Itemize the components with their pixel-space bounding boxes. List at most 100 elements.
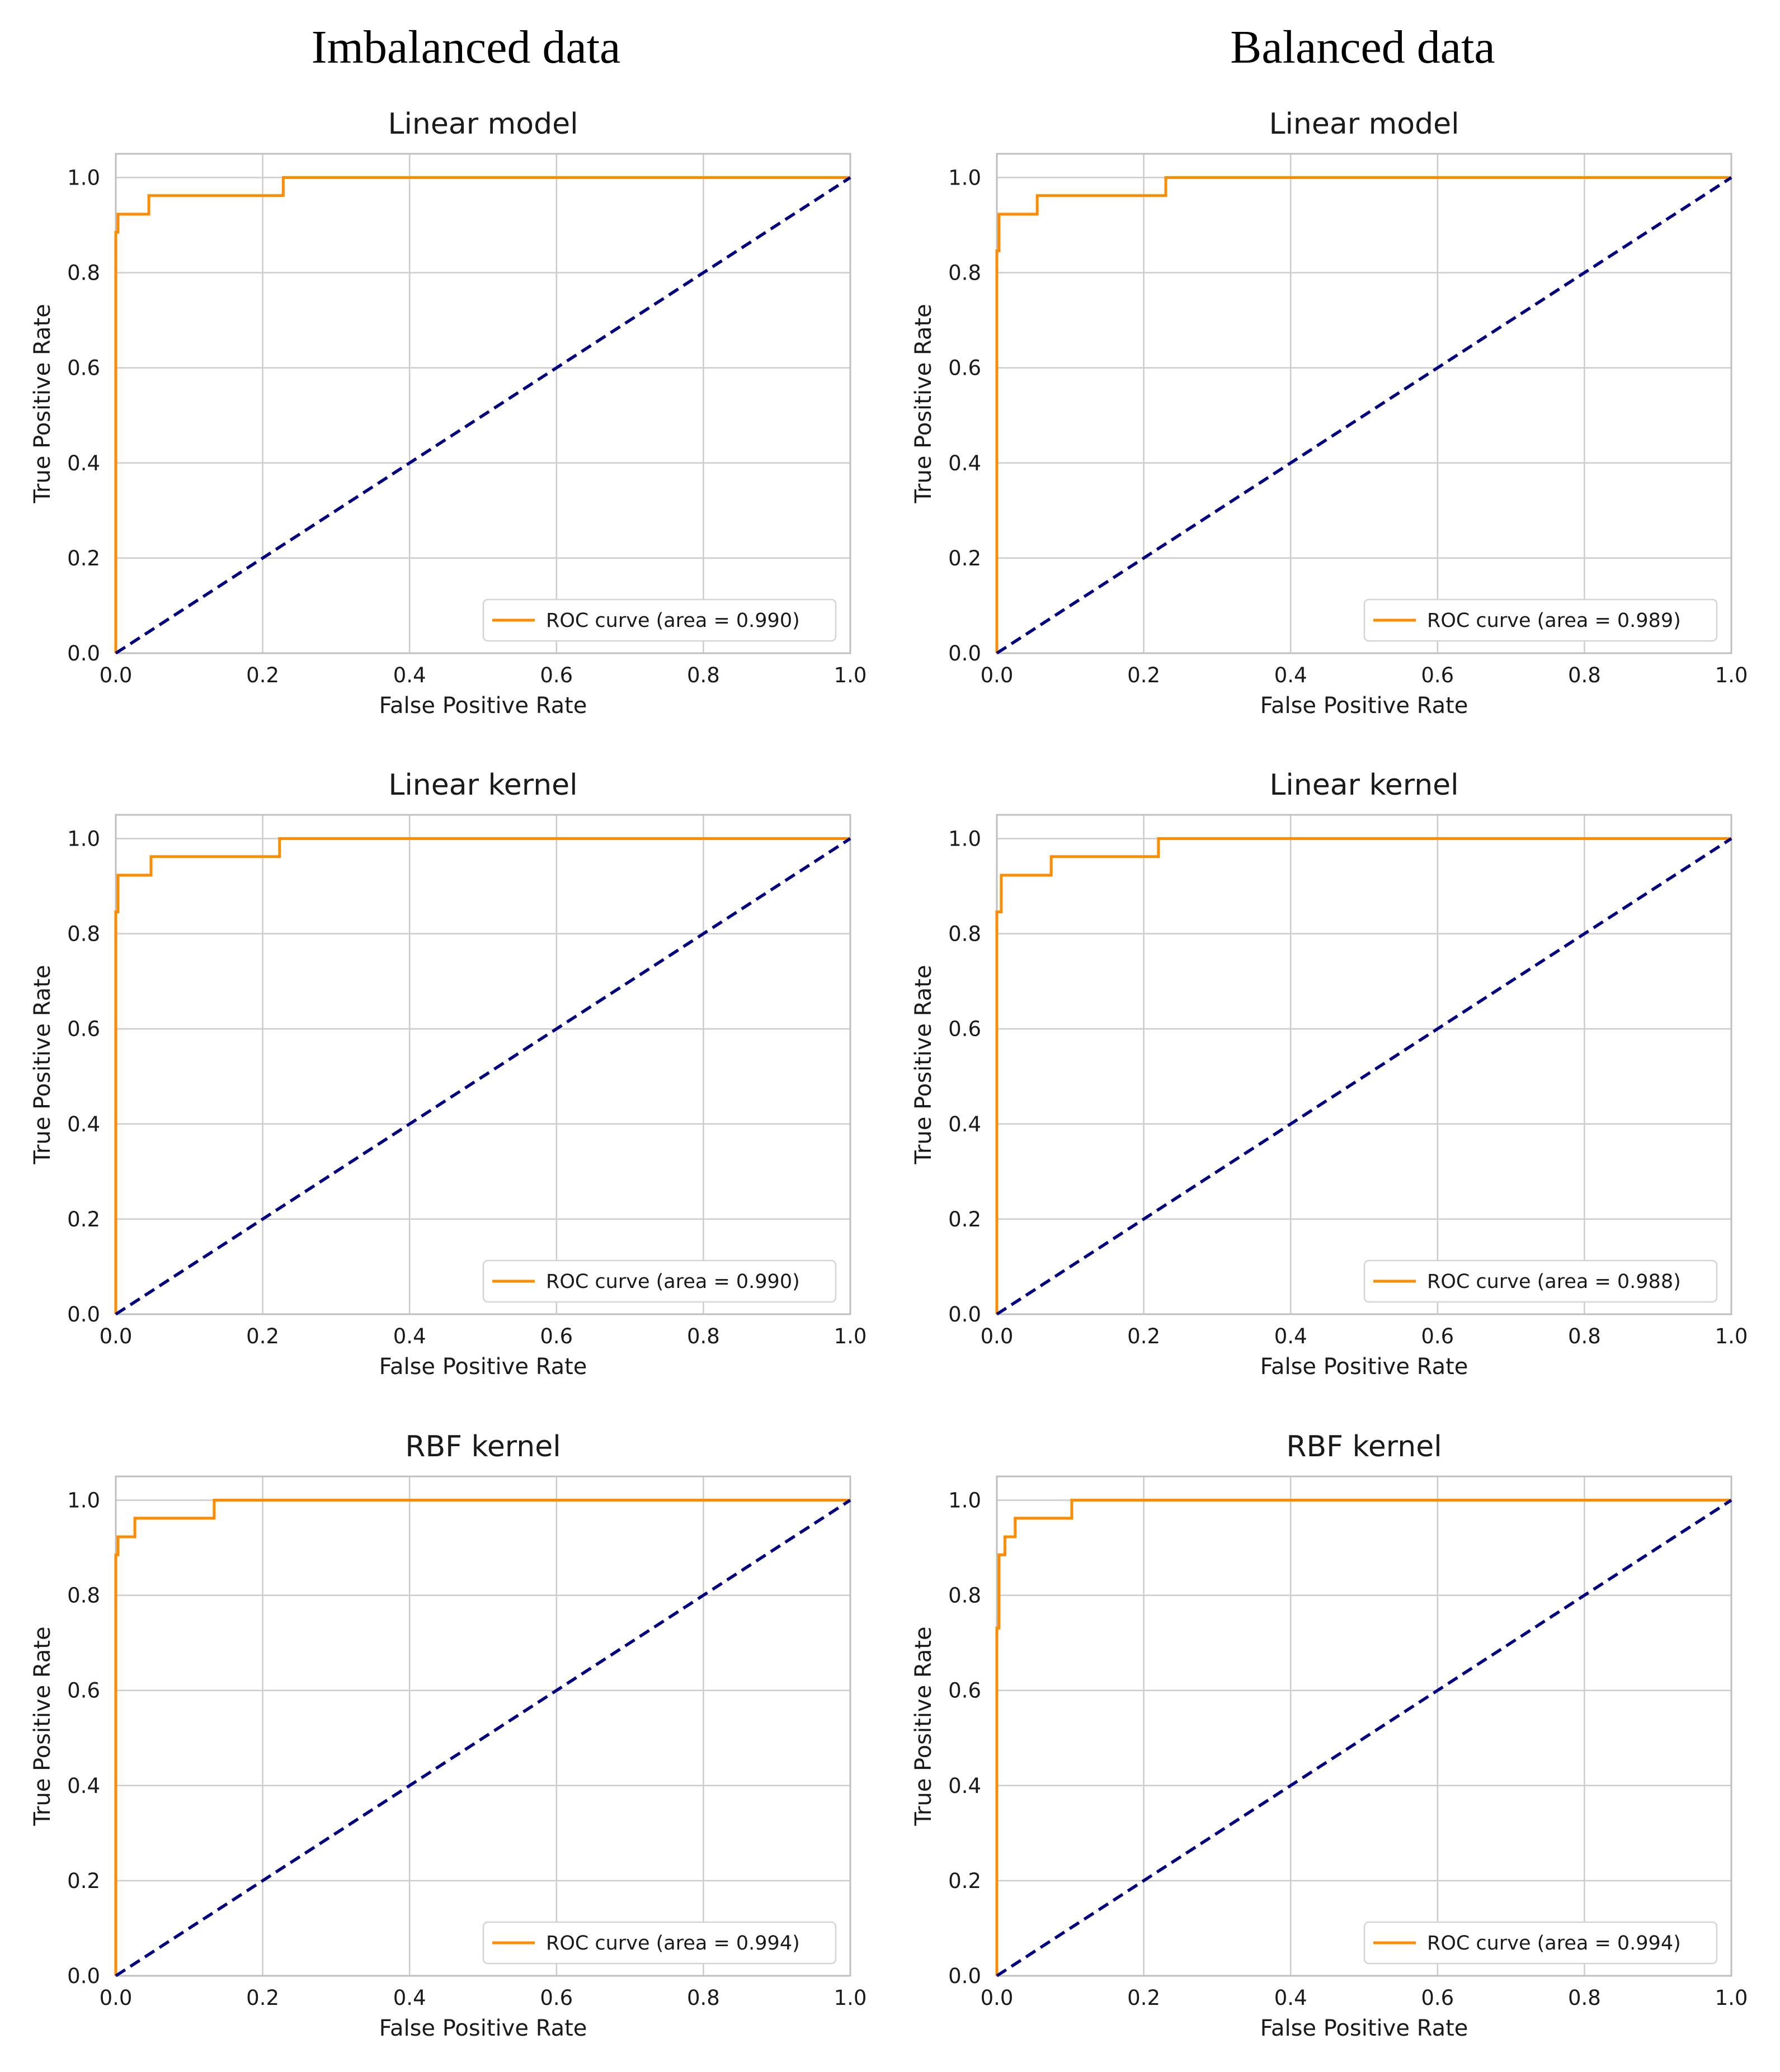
legend-label: ROC curve (area = 0.994) — [1427, 1932, 1681, 1955]
x-axis-label: False Positive Rate — [379, 1354, 587, 1380]
x-tick-label: 0.2 — [1127, 1986, 1160, 2010]
x-tick-label: 0.0 — [100, 663, 133, 687]
x-tick-label: 0.4 — [393, 1324, 426, 1348]
legend: ROC curve (area = 0.989) — [1363, 598, 1718, 642]
y-tick-label: 0.4 — [948, 1112, 981, 1136]
y-tick-label: 0.8 — [948, 922, 981, 946]
roc-curve — [995, 176, 1731, 653]
legend-label: ROC curve (area = 0.988) — [1427, 1271, 1681, 1293]
y-tick-label: 0.6 — [67, 356, 100, 380]
y-axis-label: True Positive Rate — [30, 965, 55, 1164]
legend-box — [1363, 598, 1718, 642]
legend: ROC curve (area = 0.994) — [482, 1921, 837, 1965]
chance-line — [115, 176, 851, 655]
axes-frame — [115, 814, 851, 1315]
y-axis-label: True Positive Rate — [911, 965, 936, 1164]
x-tick-label: 0.0 — [981, 1324, 1014, 1348]
y-tick-label: 1.0 — [67, 166, 100, 190]
x-tick-label: 1.0 — [834, 663, 867, 687]
x-tick-label: 0.0 — [100, 1986, 133, 2010]
axes-frame — [996, 153, 1732, 654]
roc-curve — [995, 1499, 1731, 1976]
x-axis-label: False Positive Rate — [1260, 693, 1468, 719]
x-tick-label: 0.6 — [540, 1324, 573, 1348]
x-tick-label: 0.4 — [393, 663, 426, 687]
legend: ROC curve (area = 0.988) — [1363, 1259, 1718, 1303]
y-tick-label: 0.8 — [948, 261, 981, 285]
panel-title: RBF kernel — [405, 1430, 561, 1464]
y-tick-label: 0.4 — [67, 1774, 100, 1798]
y-tick-label: 1.0 — [948, 827, 981, 851]
roc-panel: RBF kernel 0.0 0.2 0.4 0.6 0.8 1.0 0.0 0.2 0.4 0.6… — [911, 1430, 1748, 2041]
y-tick-label: 0.6 — [948, 1017, 981, 1041]
x-tick-label: 0.4 — [393, 1986, 426, 2010]
panel-title: Linear kernel — [1269, 768, 1458, 802]
y-tick-label: 0.8 — [67, 1584, 100, 1608]
chance-line — [996, 176, 1732, 655]
y-tick-label: 0.6 — [67, 1679, 100, 1703]
y-axis-label: True Positive Rate — [30, 304, 55, 503]
y-tick-label: 0.0 — [948, 641, 981, 666]
panel-title: Linear model — [1269, 107, 1459, 141]
y-tick-label: 0.4 — [67, 1112, 100, 1136]
y-tick-label: 0.0 — [67, 1964, 100, 1988]
x-tick-label: 1.0 — [1715, 663, 1748, 687]
x-axis-label: False Positive Rate — [1260, 1354, 1468, 1380]
x-tick-label: 0.2 — [246, 1986, 279, 2010]
x-tick-label: 0.6 — [540, 1986, 573, 2010]
x-axis-label: False Positive Rate — [379, 693, 587, 719]
chance-line — [996, 1499, 1732, 1977]
panel-title: Linear kernel — [388, 768, 577, 802]
x-tick-label: 0.8 — [687, 1324, 720, 1348]
legend: ROC curve (area = 0.990) — [482, 598, 837, 642]
roc-panel: Linear kernel 0.0 0.2 0.4 0.6 0.8 1.0 0.0 0.2 0.4… — [911, 768, 1748, 1380]
y-tick-label: 0.8 — [948, 1584, 981, 1608]
legend-label: ROC curve (area = 0.994) — [546, 1932, 800, 1955]
y-tick-label: 0.2 — [67, 1207, 100, 1231]
y-tick-label: 0.8 — [67, 261, 100, 285]
legend-label: ROC curve (area = 0.989) — [1427, 610, 1681, 632]
chance-line — [115, 837, 851, 1316]
y-tick-label: 0.2 — [948, 1869, 981, 1893]
axes-frame — [115, 1475, 851, 1977]
y-tick-label: 0.2 — [67, 546, 100, 570]
chance-line — [115, 1499, 851, 1977]
legend-box — [1363, 1921, 1718, 1965]
x-axis-label: False Positive Rate — [1260, 2016, 1468, 2041]
y-tick-label: 0.6 — [948, 356, 981, 380]
panel-title: RBF kernel — [1286, 1430, 1442, 1464]
panel-title: Linear model — [388, 107, 578, 141]
x-tick-label: 0.8 — [687, 1986, 720, 2010]
y-tick-label: 0.6 — [948, 1679, 981, 1703]
y-tick-label: 0.4 — [948, 1774, 981, 1798]
y-tick-label: 1.0 — [67, 1489, 100, 1513]
legend: ROC curve (area = 0.994) — [1363, 1921, 1718, 1965]
legend-label: ROC curve (area = 0.990) — [546, 1271, 800, 1293]
y-tick-label: 0.4 — [67, 451, 100, 475]
x-tick-label: 0.8 — [1568, 1986, 1601, 2010]
roc-curve — [114, 176, 850, 653]
roc-panel: Linear model 0.0 0.2 0.4 0.6 0.8 1.0 0.0 0.2 0.4 0… — [911, 107, 1748, 719]
axes-frame — [996, 1475, 1732, 1977]
y-tick-label: 0.4 — [948, 451, 981, 475]
x-tick-label: 0.4 — [1274, 663, 1307, 687]
legend-box — [1363, 1259, 1718, 1303]
x-tick-label: 0.2 — [246, 1324, 279, 1348]
axes-frame — [115, 153, 851, 654]
legend-box — [482, 598, 837, 642]
x-tick-label: 1.0 — [1715, 1324, 1748, 1348]
x-tick-label: 0.8 — [1568, 663, 1601, 687]
roc-curve — [114, 1499, 850, 1976]
y-tick-label: 0.2 — [948, 546, 981, 570]
x-tick-label: 0.6 — [1421, 663, 1454, 687]
x-tick-label: 0.2 — [1127, 663, 1160, 687]
x-tick-label: 1.0 — [834, 1324, 867, 1348]
chart-panels: Linear model 0.0 0.2 0.4 0.6 0.8 1.0 0.0 0.2 0.4 0… — [30, 107, 1748, 2041]
y-tick-label: 1.0 — [948, 1489, 981, 1513]
axes-frame — [996, 814, 1732, 1315]
roc-curve — [995, 837, 1731, 1314]
y-tick-label: 0.2 — [67, 1869, 100, 1893]
y-tick-label: 0.0 — [67, 1302, 100, 1327]
y-tick-label: 0.0 — [948, 1964, 981, 1988]
